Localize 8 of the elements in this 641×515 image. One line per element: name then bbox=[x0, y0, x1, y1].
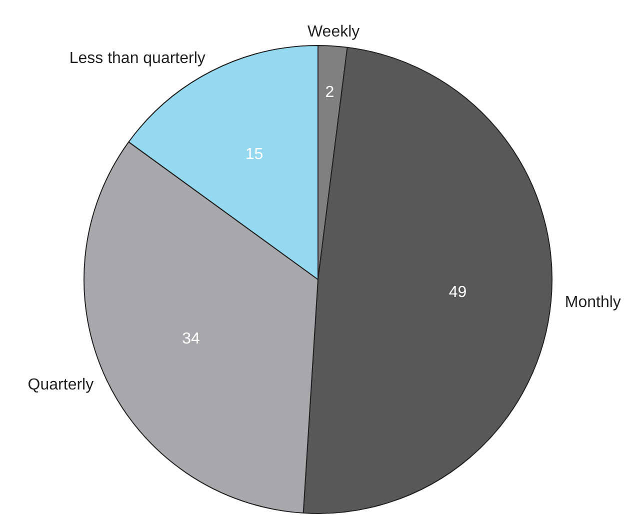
slice-label: Less than quarterly bbox=[69, 50, 206, 67]
data-label: 34 bbox=[182, 330, 200, 348]
data-label: 49 bbox=[448, 284, 467, 302]
slice-label: Weekly bbox=[307, 23, 360, 40]
slice-label: Monthly bbox=[564, 294, 621, 312]
data-label: 2 bbox=[325, 84, 334, 102]
data-label: 15 bbox=[245, 146, 264, 163]
slice-label: Quarterly bbox=[28, 376, 94, 394]
